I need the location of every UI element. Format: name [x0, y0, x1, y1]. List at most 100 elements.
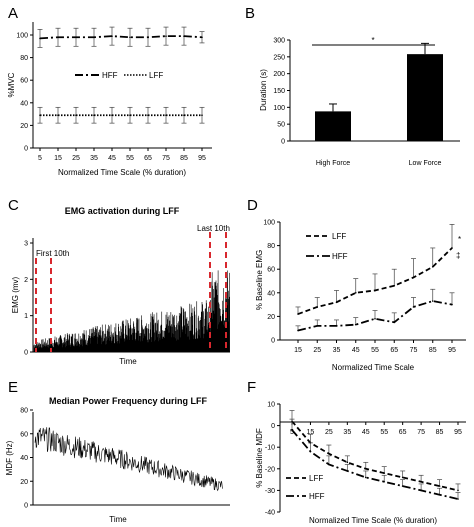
panel-f-xtick-label: 15	[307, 429, 315, 436]
panel-e-ytick-label: 40	[20, 455, 28, 462]
panel-b-ylabel: Duration (s)	[259, 69, 268, 111]
panel-c-ytick-label: 0	[24, 350, 28, 357]
panel-c-emg-trace	[33, 270, 230, 352]
panel-d-lff-point	[354, 292, 357, 294]
panel-a-ytick-label: 40	[20, 100, 28, 107]
panel-f-ytick-label: -30	[265, 488, 275, 495]
panel-c-annotation-first: First 10th	[36, 249, 69, 258]
panel-a-xtick-label: 5	[38, 155, 42, 162]
panel-d-ytick-label: 40	[267, 290, 275, 297]
panel-a-xtick-label: 75	[162, 155, 170, 162]
panel-a-xlabel: Normalized Time Scale (% duration)	[58, 168, 186, 177]
panel-b-ytick-label: 0	[281, 139, 285, 146]
panel-e-ytick-label: 20	[20, 479, 28, 486]
panel-c-xlabel: Time	[119, 357, 137, 366]
panel-d-xtick-label: 25	[313, 347, 321, 354]
panel-e-ytick-label: 80	[20, 408, 28, 415]
panel-f-xlabel: Normalized Time Scale (% duration)	[309, 516, 437, 525]
panel-f-xtick-label: 95	[454, 429, 462, 436]
panel-f-lff-line	[291, 420, 459, 492]
panel-d-marker-star: *	[458, 235, 461, 244]
panel-b-ytick-label: 200	[273, 71, 285, 78]
panel-a-lff-point	[201, 114, 203, 117]
panel-letter-b: B	[245, 5, 255, 22]
panel-letter-c: C	[8, 197, 19, 214]
panel-a-ytick-label: 80	[20, 55, 28, 62]
panel-d-ytick-label: 0	[271, 338, 275, 345]
panel-b-ytick-label: 150	[273, 88, 285, 95]
panel-letter-f: F	[247, 379, 256, 396]
panel-a-hff-point	[165, 35, 167, 37]
panel-b-bar-high-force	[315, 111, 351, 141]
panel-d-xtick-label: 45	[352, 347, 360, 354]
panel-a-xtick-label: 85	[180, 155, 188, 162]
panel-b-ytick-label: 300	[273, 38, 285, 45]
panel-d-xtick-label: 15	[294, 347, 302, 354]
panel-e-ylabel: MDF (Hz)	[5, 440, 14, 475]
panel-b-ytick-label: 250	[273, 54, 285, 61]
panel-e-ytick-label: 60	[20, 431, 28, 438]
panel-a-xtick-label: 95	[198, 155, 206, 162]
panel-f: 10 0 -10 -20 -30 -40 5 15 25 35 45 55 65 75 85 95 % Bas…	[255, 402, 466, 525]
panel-b-category-high-force: High Force	[316, 160, 350, 167]
panel-f-ytick-label: 10	[267, 402, 275, 409]
panel-d-xtick-label: 65	[390, 347, 398, 354]
panel-f-xtick-label: 45	[362, 429, 370, 436]
panel-b-category-low-force: Low Force	[409, 160, 442, 167]
panel-c-ylabel: EMG (mv)	[11, 276, 20, 313]
panel-letter-e: E	[8, 379, 18, 396]
panel-f-xtick-label: 75	[417, 429, 425, 436]
panel-a-legend-hff: HFF	[102, 71, 118, 80]
panel-d-ylabel: % Baseline EMG	[255, 250, 264, 310]
panel-d-xtick-label: 95	[448, 347, 456, 354]
panel-c-ytick-label: 3	[24, 241, 28, 248]
panel-d-ytick-label: 20	[267, 314, 275, 321]
panel-f-xtick-label: 25	[325, 429, 333, 436]
panel-a-xtick-label: 15	[54, 155, 62, 162]
panel-d-xtick-label: 55	[371, 347, 379, 354]
panel-b-bar-low-force	[407, 54, 443, 141]
panel-letter-a: A	[8, 5, 18, 22]
panel-b-ytick-label: 50	[277, 122, 285, 129]
panel-a-xtick-label: 35	[90, 155, 98, 162]
panel-a-xtick-label: 25	[72, 155, 80, 162]
panel-f-xtick-label: 5	[290, 429, 294, 436]
panel-f-ytick-label: -20	[265, 466, 275, 473]
panel-f-legend-hff: HFF	[309, 492, 325, 501]
panel-letter-d: D	[247, 197, 258, 214]
panel-c-title: EMG activation during LFF	[65, 206, 180, 216]
panel-d-hff-point	[374, 317, 376, 320]
panel-a-xtick-label: 55	[126, 155, 134, 162]
panel-f-ytick-label: -40	[265, 510, 275, 517]
panel-f-hff-point	[364, 476, 367, 479]
panel-f-xtick-label: 35	[343, 429, 351, 436]
panel-a: 0 20 40 60 80 100 5 15 25 35 45 55 65 75 85 95 %MVC Nor…	[7, 22, 212, 177]
panel-c-ytick-label: 2	[24, 277, 28, 284]
panel-d-xtick-label: 75	[410, 347, 418, 354]
panel-d-marker-dagger: ‡	[456, 251, 460, 260]
panel-e-title: Median Power Frequency during LFF	[49, 396, 208, 406]
panel-f-ylabel: % Baseline MDF	[255, 428, 264, 488]
panel-d-xtick-label: 35	[333, 347, 341, 354]
panel-f-ytick-label: -10	[265, 445, 275, 452]
panel-c: EMG activation during LFF 0 1 2 3 First 10t…	[11, 206, 230, 366]
panel-a-hff-point	[129, 36, 131, 39]
panel-e-xlabel: Time	[109, 515, 127, 524]
panel-d-legend-hff: HFF	[332, 252, 348, 261]
panel-a-hff-line	[39, 35, 203, 40]
panel-d-lff-line	[297, 247, 453, 315]
panel-b-ytick-label: 100	[273, 105, 285, 112]
panel-d-ytick-label: 60	[267, 267, 275, 274]
panel-f-xtick-label: 55	[380, 429, 388, 436]
panel-c-annotation-last: Last 10th	[197, 224, 230, 233]
panel-e: Median Power Frequency during LFF 0 20 40 6…	[5, 396, 230, 524]
panel-e-ytick-label: 0	[24, 503, 28, 510]
panel-d-ytick-label: 100	[263, 220, 275, 227]
panel-a-ylabel: %MVC	[7, 72, 16, 97]
panel-d-xtick-label: 85	[429, 347, 437, 354]
panel-d-xlabel: Normalized Time Scale	[332, 363, 415, 372]
panel-d-legend-lff: LFF	[332, 232, 346, 241]
panel-a-legend-lff: LFF	[149, 71, 163, 80]
panel-f-xtick-label: 85	[436, 429, 444, 436]
